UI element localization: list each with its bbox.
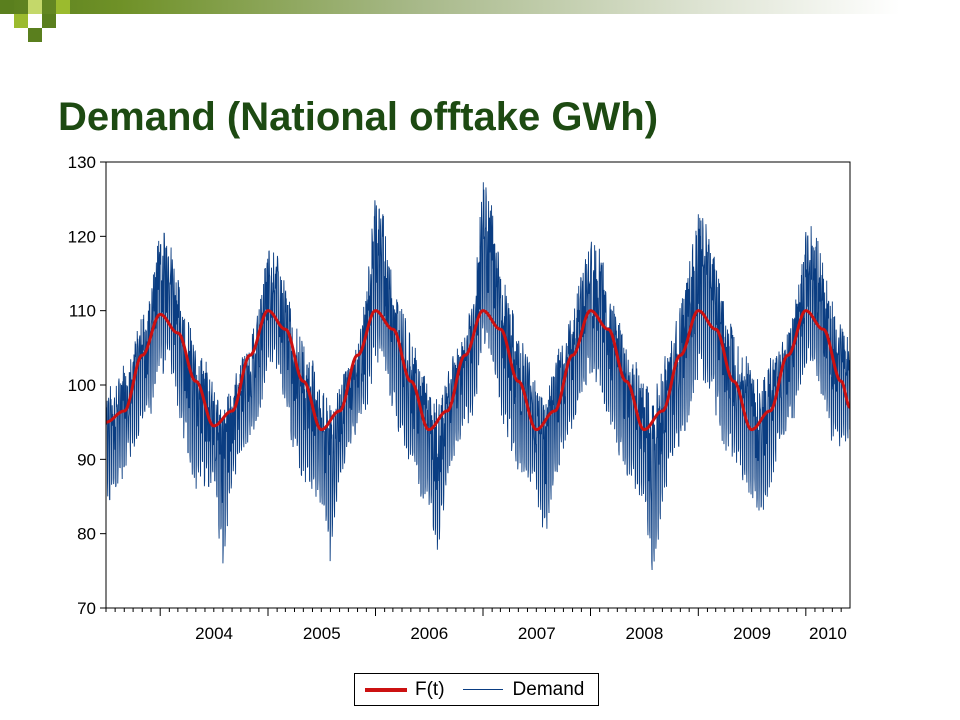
y-tick-label: 110: [69, 302, 96, 321]
y-tick-label: 130: [68, 153, 96, 172]
x-tick-label: 2005: [303, 624, 341, 643]
axes: 70 80 90 100 110 120 130 2004 2005 2006 2007 2008 20…: [68, 153, 851, 643]
x-tick-label: 2010: [809, 624, 847, 643]
header-gradient-bar: [0, 0, 960, 14]
y-tick-label: 90: [77, 450, 96, 469]
legend-item-ft: F(t): [355, 679, 445, 701]
ft-series-line: [104, 309, 852, 432]
logo-squares-icon: [0, 0, 70, 42]
legend-ft-label: F(t): [415, 678, 445, 700]
y-tick-label: 70: [77, 599, 96, 618]
y-tick-label: 120: [68, 227, 96, 246]
plot-area: [104, 182, 852, 571]
legend-demand-label: Demand: [512, 678, 585, 700]
y-tick-label: 100: [68, 376, 96, 395]
x-tick-label: 2006: [410, 624, 448, 643]
y-tick-label: 80: [77, 525, 96, 544]
legend-ft-swatch: [365, 687, 407, 692]
x-tick-label: 2008: [625, 624, 663, 643]
x-tick-label: 2009: [733, 624, 771, 643]
x-tick-label: 2004: [195, 624, 233, 643]
x-tick-label: 2007: [518, 624, 556, 643]
demand-series-line: [105, 182, 851, 571]
legend-item-demand: Demand: [445, 678, 585, 701]
legend-demand-swatch: [462, 689, 503, 690]
page-title: Demand (National offtake GWh): [58, 95, 659, 139]
legend: F(t) Demand: [354, 673, 599, 706]
